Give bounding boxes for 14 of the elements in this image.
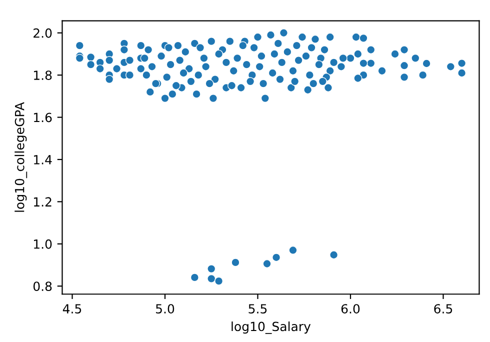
x-tick-label: 4.5 <box>62 304 82 314</box>
y-tick-label: 1.2 <box>34 197 52 206</box>
y-tick-label: 2.0 <box>34 28 52 38</box>
x-axis-title: log10_Salary <box>232 321 311 334</box>
x-tick-label: 5.0 <box>156 304 174 314</box>
x-tick-label: 5.5 <box>248 304 267 314</box>
y-tick-label: 0.8 <box>33 282 52 292</box>
y-tick-label: 1.4 <box>34 155 52 164</box>
x-tick-label: 6.0 <box>341 304 360 314</box>
y-tick-label: 1.0 <box>34 239 52 249</box>
y-axis-title: log10_collegeGPA <box>14 102 28 212</box>
y-tick-label: 1.8 <box>34 70 52 80</box>
x-tick-label: 6.5 <box>434 304 452 314</box>
y-tick-label: 1.6 <box>34 112 52 122</box>
